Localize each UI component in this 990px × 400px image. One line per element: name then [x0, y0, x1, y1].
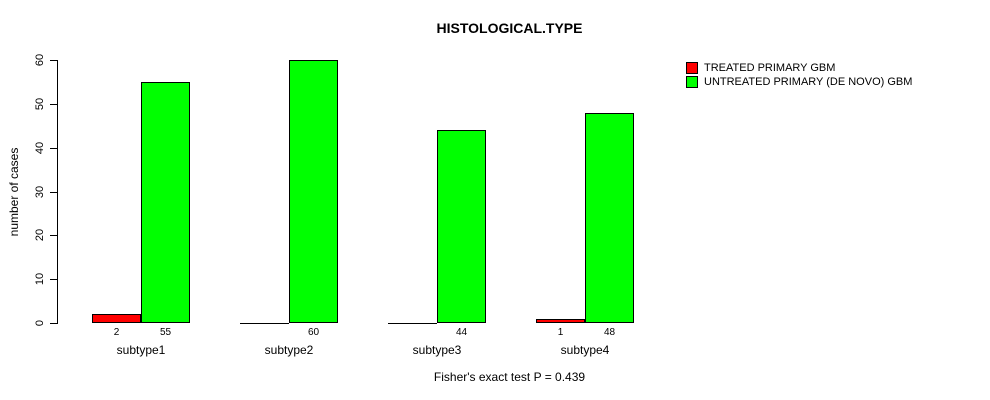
y-tick-label: 50 [34, 97, 46, 110]
bar-untreated-subtype1 [141, 81, 190, 323]
y-tick-label: 30 [34, 185, 46, 198]
y-tick-mark [50, 191, 57, 193]
annotation-text: Fisher's exact test P = 0.439 [433, 370, 586, 384]
y-tick-label: 0 [34, 319, 46, 327]
y-tick-mark [50, 323, 57, 324]
bar-untreated-subtype4 [585, 112, 634, 323]
bar-untreated-subtype3 [437, 130, 486, 323]
legend-swatch-untreated [686, 76, 698, 88]
y-tick-mark [50, 279, 57, 281]
category-label-subtype2: subtype2 [264, 343, 314, 357]
legend-item-untreated: UNTREATED PRIMARY (DE NOVO) GBM [686, 76, 912, 88]
y-axis-label: number of cases [7, 147, 21, 236]
y-tick-mark [50, 103, 57, 105]
legend: TREATED PRIMARY GBM UNTREATED PRIMARY (DE… [686, 62, 912, 88]
bar-value-label: 55 [159, 327, 172, 338]
category-label-subtype1: subtype1 [116, 343, 166, 357]
bar-value-label: 48 [603, 327, 616, 338]
bar-treated-subtype2-zero [240, 323, 289, 324]
y-tick-label: 60 [34, 53, 46, 67]
y-tick-mark [50, 60, 57, 61]
legend-swatch-treated [686, 62, 698, 74]
bar-value-label: 60 [307, 327, 320, 338]
y-tick-mark [50, 147, 57, 149]
y-tick-label: 20 [34, 229, 46, 242]
bar-treated-subtype1 [92, 314, 141, 323]
category-label-subtype3: subtype3 [412, 343, 462, 357]
bar-value-label: 2 [113, 327, 120, 338]
bar-treated-subtype4 [536, 318, 585, 323]
y-axis-line [57, 60, 58, 324]
bar-untreated-subtype2 [289, 60, 338, 323]
y-tick-mark [50, 235, 57, 237]
bar-value-label: 44 [455, 327, 468, 338]
y-tick-label: 40 [34, 141, 46, 154]
category-label-subtype4: subtype4 [560, 343, 610, 357]
legend-label-untreated: UNTREATED PRIMARY (DE NOVO) GBM [704, 76, 913, 88]
y-tick-label: 10 [34, 273, 46, 286]
legend-item-treated: TREATED PRIMARY GBM [686, 62, 912, 74]
bar-value-label: 1 [557, 327, 564, 338]
legend-label-treated: TREATED PRIMARY GBM [704, 62, 836, 74]
bar-treated-subtype3-zero [388, 323, 437, 324]
chart-title: HISTOLOGICAL.TYPE [436, 20, 583, 36]
